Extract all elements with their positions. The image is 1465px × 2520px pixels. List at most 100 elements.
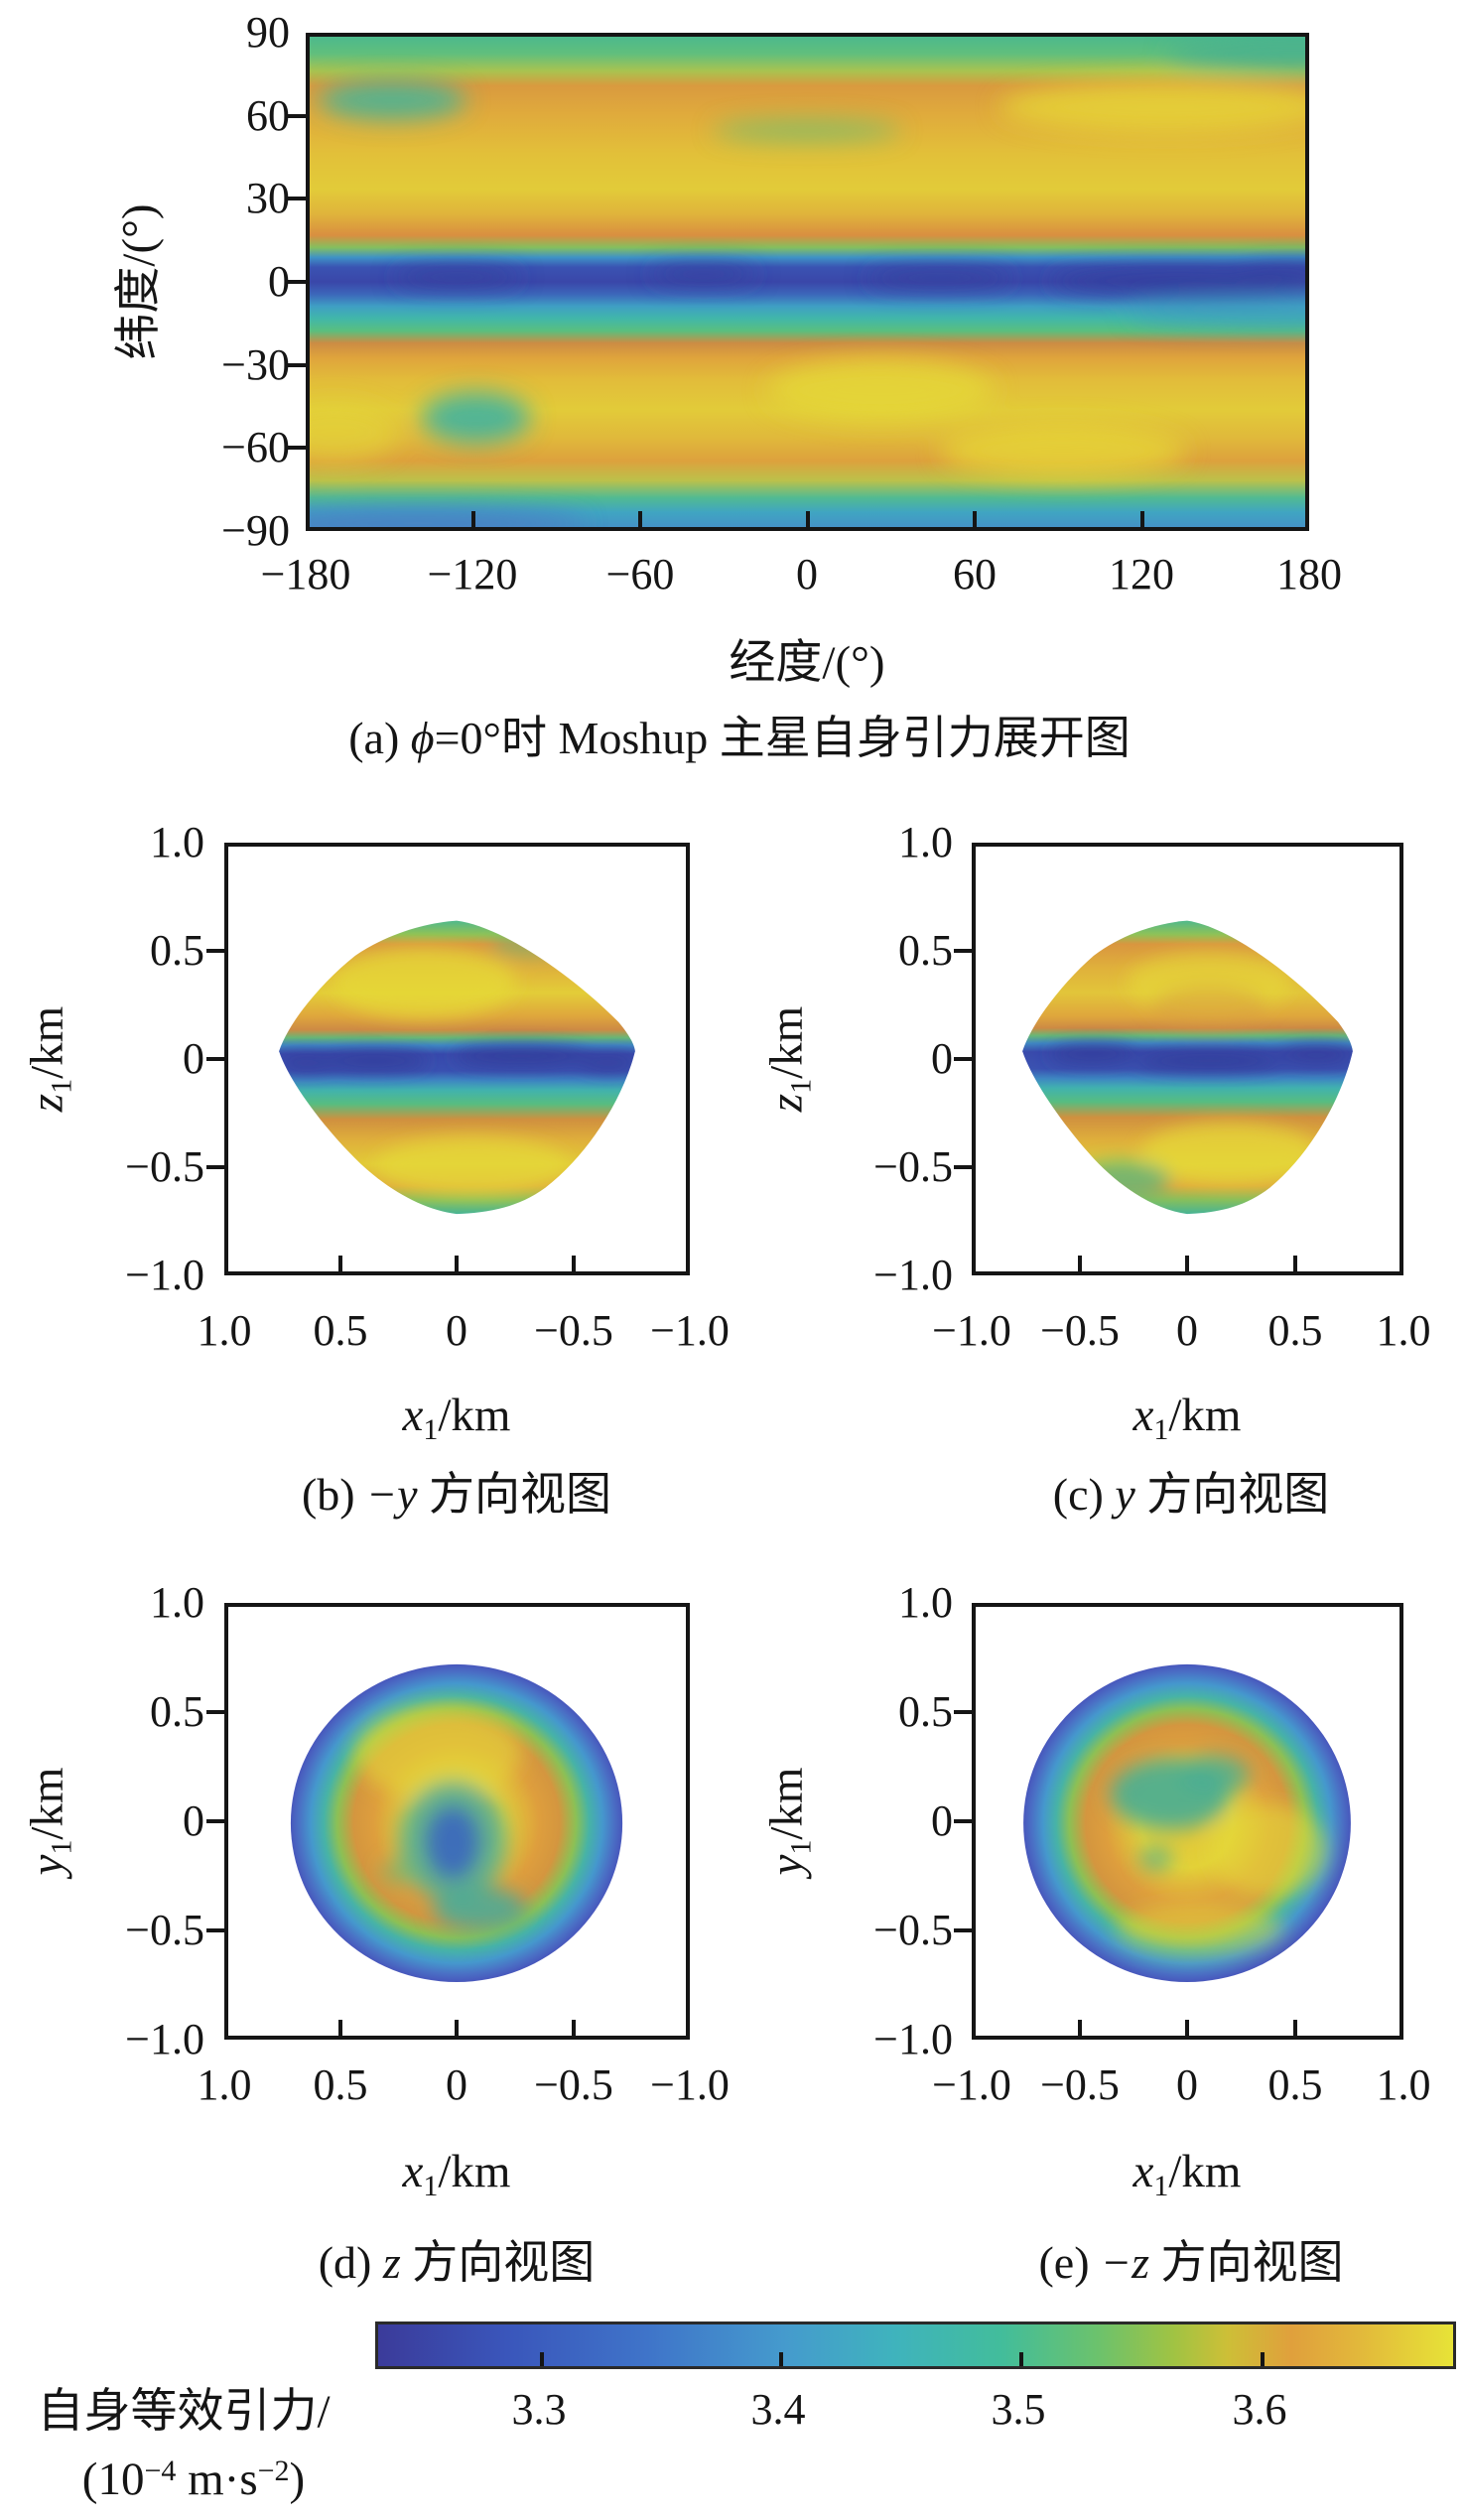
panel-b-ytick: −0.5 bbox=[125, 1142, 204, 1191]
caption-variable: y bbox=[1115, 1469, 1135, 1520]
panel-d-caption: (d) z 方向视图 bbox=[179, 2235, 734, 2291]
caption-suffix: 方向视图 bbox=[1149, 2237, 1344, 2288]
panel-e-xtick: 0.5 bbox=[1267, 2060, 1323, 2109]
xlabel-subscript: 1 bbox=[1153, 2170, 1169, 2202]
tick-mark bbox=[954, 1710, 972, 1714]
tick-mark bbox=[954, 1057, 972, 1061]
tick-mark bbox=[288, 114, 306, 118]
panel-a-xtick: 60 bbox=[953, 550, 997, 598]
xlabel-unit: /km bbox=[1168, 1390, 1242, 1441]
panel-a-ytick: 90 bbox=[246, 8, 290, 57]
panel-a-heatmap bbox=[310, 37, 1305, 527]
panel-a-ytick: −90 bbox=[221, 506, 290, 555]
panel-a-ytick: −60 bbox=[221, 423, 290, 471]
panel-d-ytick: 0 bbox=[183, 1796, 204, 1845]
ylabel-subscript: 1 bbox=[784, 1839, 818, 1855]
tick-mark bbox=[954, 1928, 972, 1932]
panel-c-xtick: −0.5 bbox=[1040, 1306, 1120, 1355]
xlabel-subscript: 1 bbox=[423, 2170, 439, 2202]
tick-mark bbox=[973, 511, 977, 527]
panel-b-xtick: 0 bbox=[446, 1306, 467, 1355]
panel-d-asteroid-view bbox=[290, 1663, 623, 1982]
tick-mark bbox=[572, 2020, 576, 2036]
caption-prefix: (a) bbox=[348, 713, 411, 763]
panel-d-plot-area bbox=[224, 1603, 690, 2040]
panel-d-xtick: 0.5 bbox=[313, 2060, 368, 2109]
ylabel-subscript: 1 bbox=[45, 1078, 78, 1094]
panel-d-ytick: 1.0 bbox=[150, 1578, 204, 1627]
panel-e-xtick: −0.5 bbox=[1040, 2060, 1120, 2109]
panel-c-xlabel: x1/km bbox=[1068, 1388, 1306, 1458]
panel-c-ytick: 1.0 bbox=[898, 818, 953, 866]
ylabel-unit: /km bbox=[760, 1767, 813, 1840]
unit-superscript: −2 bbox=[257, 2454, 290, 2487]
panel-c-ytick: −1.0 bbox=[873, 1251, 953, 1299]
ylabel-variable: y bbox=[760, 1854, 813, 1876]
tick-mark bbox=[288, 280, 306, 284]
tick-mark bbox=[1078, 1256, 1082, 1271]
tick-mark bbox=[206, 1057, 224, 1061]
panel-c-ytick: −0.5 bbox=[873, 1142, 953, 1191]
panel-e-caption: (e) −z 方向视图 bbox=[923, 2235, 1459, 2291]
caption-suffix: 方向视图 bbox=[1134, 1469, 1330, 1520]
caption-variable: z bbox=[382, 2237, 401, 2288]
panel-c-asteroid-view bbox=[1022, 920, 1353, 1215]
panel-e-ylabel: y1/km bbox=[759, 1768, 830, 1876]
colorbar-tick-label: 3.3 bbox=[511, 2385, 567, 2434]
tick-mark bbox=[288, 363, 306, 367]
tick-mark bbox=[206, 1165, 224, 1169]
panel-b-ylabel: z1/km bbox=[20, 1006, 90, 1112]
panel-d-xtick: −1.0 bbox=[650, 2060, 730, 2109]
colorbar-label-line1: 自身等效引力/ bbox=[37, 2386, 331, 2438]
tick-mark bbox=[338, 1256, 342, 1271]
xlabel-subscript: 1 bbox=[1153, 1413, 1169, 1446]
unit-text: ) bbox=[289, 2454, 306, 2505]
panel-e-xlabel: x1/km bbox=[1068, 2144, 1306, 2214]
panel-d-xlabel: x1/km bbox=[337, 2144, 576, 2214]
ylabel-unit: /km bbox=[21, 1005, 73, 1079]
tick-mark bbox=[206, 1928, 224, 1932]
unit-superscript: −4 bbox=[144, 2454, 177, 2487]
tick-mark bbox=[1293, 1256, 1297, 1271]
caption-variable: ϕ bbox=[410, 713, 435, 763]
panel-c-caption: (c) y 方向视图 bbox=[923, 1467, 1459, 1523]
panel-c-ytick: 0.5 bbox=[898, 926, 953, 975]
panel-c-ylabel: z1/km bbox=[759, 1006, 830, 1112]
panel-a-xlabel: 经度/(°) bbox=[729, 637, 885, 689]
tick-mark bbox=[572, 1256, 576, 1271]
panel-e-ytick: −1.0 bbox=[873, 2015, 953, 2063]
tick-mark bbox=[540, 2352, 544, 2366]
xlabel-unit: /km bbox=[1168, 2146, 1242, 2197]
panel-c-xtick: 1.0 bbox=[1376, 1306, 1431, 1355]
panel-b-asteroid-view bbox=[279, 920, 635, 1215]
xlabel-variable: x bbox=[1132, 2146, 1154, 2197]
caption-prefix: (d) bbox=[318, 2237, 383, 2288]
panel-e-ytick: −0.5 bbox=[873, 1906, 953, 1954]
caption-variable: −z bbox=[1101, 2237, 1149, 2288]
panel-b-xtick: −0.5 bbox=[534, 1306, 613, 1355]
ylabel-variable: z bbox=[21, 1093, 73, 1113]
panel-b-xtick: 1.0 bbox=[197, 1306, 252, 1355]
colorbar-label-line2: (10−4 m·s−2) bbox=[10, 2444, 377, 2507]
tick-mark bbox=[1293, 2020, 1297, 2036]
panel-d-ytick: −1.0 bbox=[125, 2015, 204, 2063]
panel-d-ylabel: y1/km bbox=[20, 1768, 90, 1876]
panel-d-xtick: 1.0 bbox=[197, 2060, 252, 2109]
colorbar-tick-label: 3.4 bbox=[750, 2385, 806, 2434]
panel-d-xtick: 0 bbox=[446, 2060, 467, 2109]
panel-b-xtick: 0.5 bbox=[313, 1306, 368, 1355]
panel-e-xtick: −1.0 bbox=[932, 2060, 1011, 2109]
colorbar-gradient bbox=[375, 2321, 1456, 2369]
tick-mark bbox=[288, 446, 306, 450]
panel-e-xtick: 1.0 bbox=[1376, 2060, 1431, 2109]
tick-mark bbox=[954, 1165, 972, 1169]
panel-e-xtick: 0 bbox=[1176, 2060, 1198, 2109]
panel-a-ylabel: 纬度/(°) bbox=[113, 203, 165, 360]
panel-c-ytick: 0 bbox=[931, 1034, 953, 1083]
tick-mark bbox=[1140, 511, 1144, 527]
panel-b-caption: (b) −y 方向视图 bbox=[179, 1467, 734, 1523]
panel-c-xtick: 0 bbox=[1176, 1306, 1198, 1355]
panel-b-ytick: 0 bbox=[183, 1034, 204, 1083]
tick-mark bbox=[206, 1819, 224, 1823]
